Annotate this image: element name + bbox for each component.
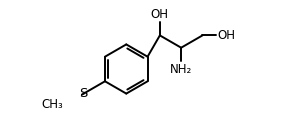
Text: NH₂: NH₂: [170, 63, 192, 76]
Text: CH₃: CH₃: [41, 98, 63, 111]
Text: S: S: [80, 87, 88, 100]
Text: OH: OH: [151, 7, 169, 21]
Text: OH: OH: [217, 29, 235, 42]
